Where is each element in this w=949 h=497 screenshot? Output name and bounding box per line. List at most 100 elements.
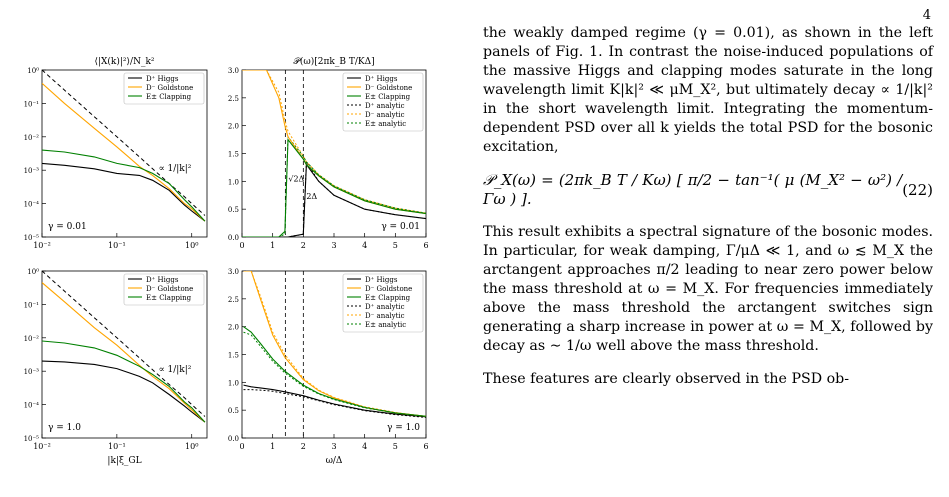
legend-entry: D⁺ analytic xyxy=(365,102,405,110)
y-tick-label: 3.0 xyxy=(228,268,239,276)
legend-entry: E± Clapping xyxy=(146,294,192,302)
x-tick-label: 10⁰ xyxy=(185,241,198,250)
y-tick-label: 10⁰ xyxy=(27,67,39,75)
y-tick-label: 0.5 xyxy=(228,206,239,214)
equation-22: 𝒫_X(ω) = (2πk_B T / Kω) [ π/2 − tan⁻¹( μ… xyxy=(483,171,933,209)
plot-area xyxy=(243,271,426,438)
figure-canvas: 10⁻² 10⁻¹ 10⁰ 10⁻⁵ 10⁻⁴ 10⁻³ 10⁻² 10⁻¹ 10⁰ D⁺ Hig… xyxy=(24,56,429,466)
legend-entry: D⁺ Higgs xyxy=(146,75,179,83)
analytic-line xyxy=(242,135,426,237)
series-line xyxy=(42,340,206,423)
legend-box xyxy=(342,72,424,132)
chart-panel-3: 10⁻² 10⁻¹ 10⁰ 10⁻⁵ 10⁻⁴ 10⁻³ 10⁻² 10⁻¹ 10⁰ D⁺ Hig… xyxy=(24,268,208,451)
y-tick-label: 1.0 xyxy=(228,379,239,387)
gamma-annotation: γ = 1.0 xyxy=(48,423,81,433)
reference-label: ∝ 1/|k|² xyxy=(159,365,192,375)
equation-body: 𝒫_X(ω) = (2πk_B T / Kω) [ π/2 − tan⁻¹( μ… xyxy=(483,171,903,208)
y-tick-label: 1.0 xyxy=(228,178,239,186)
legend-box xyxy=(123,273,205,306)
legend-entry: D⁺ Higgs xyxy=(146,276,179,284)
y-tick-label: 1.5 xyxy=(228,151,239,159)
x-axis-label: ω/Δ xyxy=(326,456,343,466)
equation-number: (22) xyxy=(902,180,933,199)
reference-line xyxy=(42,271,206,417)
legend-entry: D⁻ Goldstone xyxy=(365,285,412,293)
x-axis-label: |k|ξ_GL xyxy=(107,456,141,466)
y-tick-label: 10⁰ xyxy=(27,268,39,276)
gamma-annotation: γ = 1.0 xyxy=(387,423,420,433)
y-tick-label: 2.0 xyxy=(228,123,239,131)
body-text-column: the weakly damped regime (γ = 0.01), as … xyxy=(483,24,933,389)
x-tick-label: 0 xyxy=(239,241,244,250)
series-line xyxy=(42,149,206,222)
legend-entry: D⁺ Higgs xyxy=(365,75,398,83)
legend-box xyxy=(342,273,424,333)
page-number: 4 xyxy=(922,8,931,23)
vline-label-2: 2Δ xyxy=(306,192,317,201)
x-tick-label: 10⁰ xyxy=(185,442,198,451)
y-tick-label: 0.0 xyxy=(228,234,239,242)
series-line xyxy=(42,162,206,222)
x-tick-label: 0 xyxy=(239,442,244,451)
x-tick-label: 2 xyxy=(301,442,306,451)
y-tick-label: 3.0 xyxy=(228,67,239,75)
x-tick-label: 10⁻² xyxy=(33,442,51,451)
paragraph-2: This result exhibits a spectral signatur… xyxy=(483,224,933,354)
y-tick-label: 2.5 xyxy=(228,296,239,304)
x-tick-label: 10⁻¹ xyxy=(108,241,126,250)
x-tick-label: 6 xyxy=(423,241,428,250)
y-tick-label: 10⁻¹ xyxy=(24,301,40,309)
series-line xyxy=(243,384,426,418)
y-tick-label: 10⁻³ xyxy=(24,167,40,175)
series-line xyxy=(242,138,426,237)
series-line xyxy=(42,360,206,423)
legend-entry: D⁻ Goldstone xyxy=(146,84,193,92)
legend-entry: D⁻ analytic xyxy=(365,111,405,119)
x-tick-label: 1 xyxy=(270,241,275,250)
gamma-annotation: γ = 0.01 xyxy=(381,222,420,232)
y-tick-label: 10⁻² xyxy=(24,134,40,142)
legend-box xyxy=(123,72,205,105)
panel-title: ⟨|X(k)|²⟩/N_k² xyxy=(94,56,154,67)
y-tick-label: 2.0 xyxy=(228,324,239,332)
legend-entry: E± Clapping xyxy=(146,93,192,101)
reference-label: ∝ 1/|k|² xyxy=(159,164,192,174)
x-tick-label: 1 xyxy=(270,442,275,451)
y-tick-label: 10⁻⁴ xyxy=(24,201,40,209)
y-tick-label: 1.5 xyxy=(228,352,239,360)
x-tick-label: 5 xyxy=(393,442,398,451)
plot-area xyxy=(42,70,206,222)
analytic-line xyxy=(243,271,426,417)
x-tick-label: 2 xyxy=(301,241,306,250)
legend-entry: E± Clapping xyxy=(365,294,411,302)
panel-title: 𝒫(ω)[2πk_B T/KΔ] xyxy=(293,56,374,67)
paragraph-1: the weakly damped regime (γ = 0.01), as … xyxy=(483,25,933,155)
legend-entry: D⁺ analytic xyxy=(365,303,405,311)
vline-label-1: √2Δ xyxy=(288,174,304,183)
y-tick-label: 10⁻⁴ xyxy=(24,402,40,410)
analytic-line xyxy=(242,70,426,214)
x-tick-label: 3 xyxy=(331,442,336,451)
y-tick-label: 0.0 xyxy=(228,435,239,443)
legend-entry: E± analytic xyxy=(365,120,406,128)
legend-entry: D⁻ Goldstone xyxy=(146,285,193,293)
x-tick-label: 10⁻¹ xyxy=(108,442,126,451)
legend-entry: D⁻ analytic xyxy=(365,312,405,320)
legend-entry: E± analytic xyxy=(365,321,406,329)
legend-entry: D⁻ Goldstone xyxy=(365,84,412,92)
legend-entry: E± Clapping xyxy=(365,93,411,101)
x-tick-label: 5 xyxy=(393,241,398,250)
y-tick-label: 10⁻² xyxy=(24,335,40,343)
series-line xyxy=(243,326,426,417)
gamma-annotation: γ = 0.01 xyxy=(48,222,87,232)
x-tick-label: 4 xyxy=(362,241,367,250)
y-tick-label: 10⁻³ xyxy=(24,368,40,376)
plot-frame xyxy=(41,270,208,439)
chart-panel-1: 10⁻² 10⁻¹ 10⁰ 10⁻⁵ 10⁻⁴ 10⁻³ 10⁻² 10⁻¹ 10⁰ D⁺ Hig… xyxy=(24,67,208,250)
y-tick-label: 10⁻⁵ xyxy=(24,234,40,242)
x-tick-label: 6 xyxy=(423,442,428,451)
plot-area xyxy=(42,271,206,423)
x-tick-label: 4 xyxy=(362,442,367,451)
